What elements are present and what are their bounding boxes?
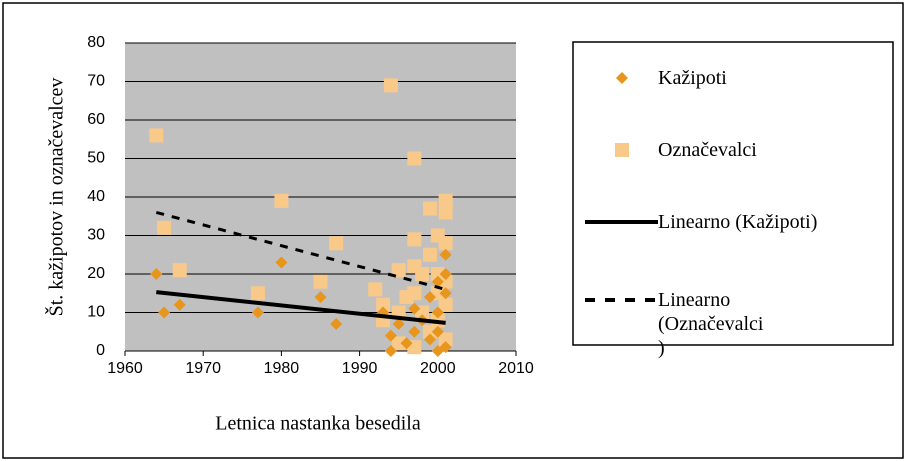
- y-tick-label: 40: [87, 188, 105, 205]
- trend-line: [155, 210, 447, 291]
- square-marker: [391, 263, 406, 278]
- square-marker: [329, 236, 344, 251]
- legend-label: Kažipoti: [658, 67, 727, 89]
- legend-box: [572, 41, 894, 346]
- square-marker: [407, 151, 422, 166]
- square-marker: [383, 78, 398, 93]
- square-marker: [615, 143, 629, 157]
- diamond-marker: [251, 306, 264, 319]
- square-marker: [407, 232, 422, 247]
- y-tick-label: 70: [87, 73, 105, 90]
- diamond-marker: [408, 325, 421, 338]
- square-marker: [438, 193, 453, 208]
- diamond-marker: [330, 318, 343, 331]
- square-marker: [438, 274, 453, 289]
- square-marker: [149, 128, 164, 143]
- square-marker: [415, 267, 430, 281]
- diamond-marker: [439, 341, 452, 354]
- square-marker: [438, 332, 453, 347]
- legend-label: Označevalci: [658, 139, 757, 161]
- legend-label: Linearno (Kažipoti): [658, 211, 818, 233]
- square-marker: [422, 201, 437, 216]
- square-marker: [407, 286, 422, 301]
- diamond-marker: [173, 298, 186, 311]
- x-tick-label: 1960: [107, 360, 143, 377]
- diamond-marker: [408, 302, 421, 315]
- diamond-marker: [150, 268, 163, 280]
- y-tick-label: 10: [87, 304, 105, 321]
- diamond-marker: [400, 337, 413, 350]
- y-tick-label: 20: [87, 265, 105, 282]
- diamond-marker: [275, 256, 288, 269]
- square-marker: [438, 236, 453, 251]
- diamond-marker: [431, 325, 444, 338]
- square-marker: [422, 247, 437, 262]
- diamond-marker: [439, 248, 452, 261]
- square-marker: [368, 282, 383, 297]
- diamond-marker: [439, 268, 452, 280]
- square-marker: [422, 324, 437, 339]
- diamond-marker: [431, 306, 444, 319]
- diamond-marker: [392, 318, 405, 331]
- diamond-marker: [439, 287, 452, 300]
- y-tick-label: 50: [87, 150, 105, 167]
- legend-label: Linearno (Označevalci ): [658, 289, 764, 359]
- square-marker: [391, 336, 406, 351]
- diamond-marker: [158, 306, 171, 319]
- square-marker: [313, 274, 328, 289]
- square-marker: [172, 263, 187, 278]
- diamond-marker: [384, 345, 397, 357]
- diamond-marker: [616, 72, 628, 84]
- x-tick-label: 1990: [342, 360, 378, 377]
- diamond-marker: [314, 291, 327, 304]
- square-marker: [376, 297, 391, 312]
- square-marker: [438, 205, 453, 220]
- diamond-marker: [423, 291, 436, 304]
- diamond-marker: [431, 275, 444, 288]
- trend-line: [156, 290, 446, 325]
- square-marker: [157, 220, 172, 235]
- y-tick-label: 30: [87, 227, 105, 244]
- x-axis-label: Letnica nastanka besedila: [215, 413, 421, 435]
- y-tick-label: 80: [87, 34, 105, 51]
- y-axis-label: Št. kažipotov in označevalcev: [44, 78, 68, 317]
- square-marker: [274, 193, 289, 208]
- diamond-marker: [423, 333, 436, 346]
- x-tick-label: 1970: [185, 360, 221, 377]
- x-tick-label: 1980: [264, 360, 300, 377]
- square-marker: [250, 286, 265, 301]
- y-tick-label: 60: [87, 111, 105, 128]
- x-tick-label: 2000: [420, 360, 456, 377]
- x-tick-label: 2010: [498, 360, 534, 377]
- y-tick-label: 0: [96, 342, 105, 359]
- diamond-marker: [384, 329, 397, 342]
- square-marker: [438, 297, 453, 312]
